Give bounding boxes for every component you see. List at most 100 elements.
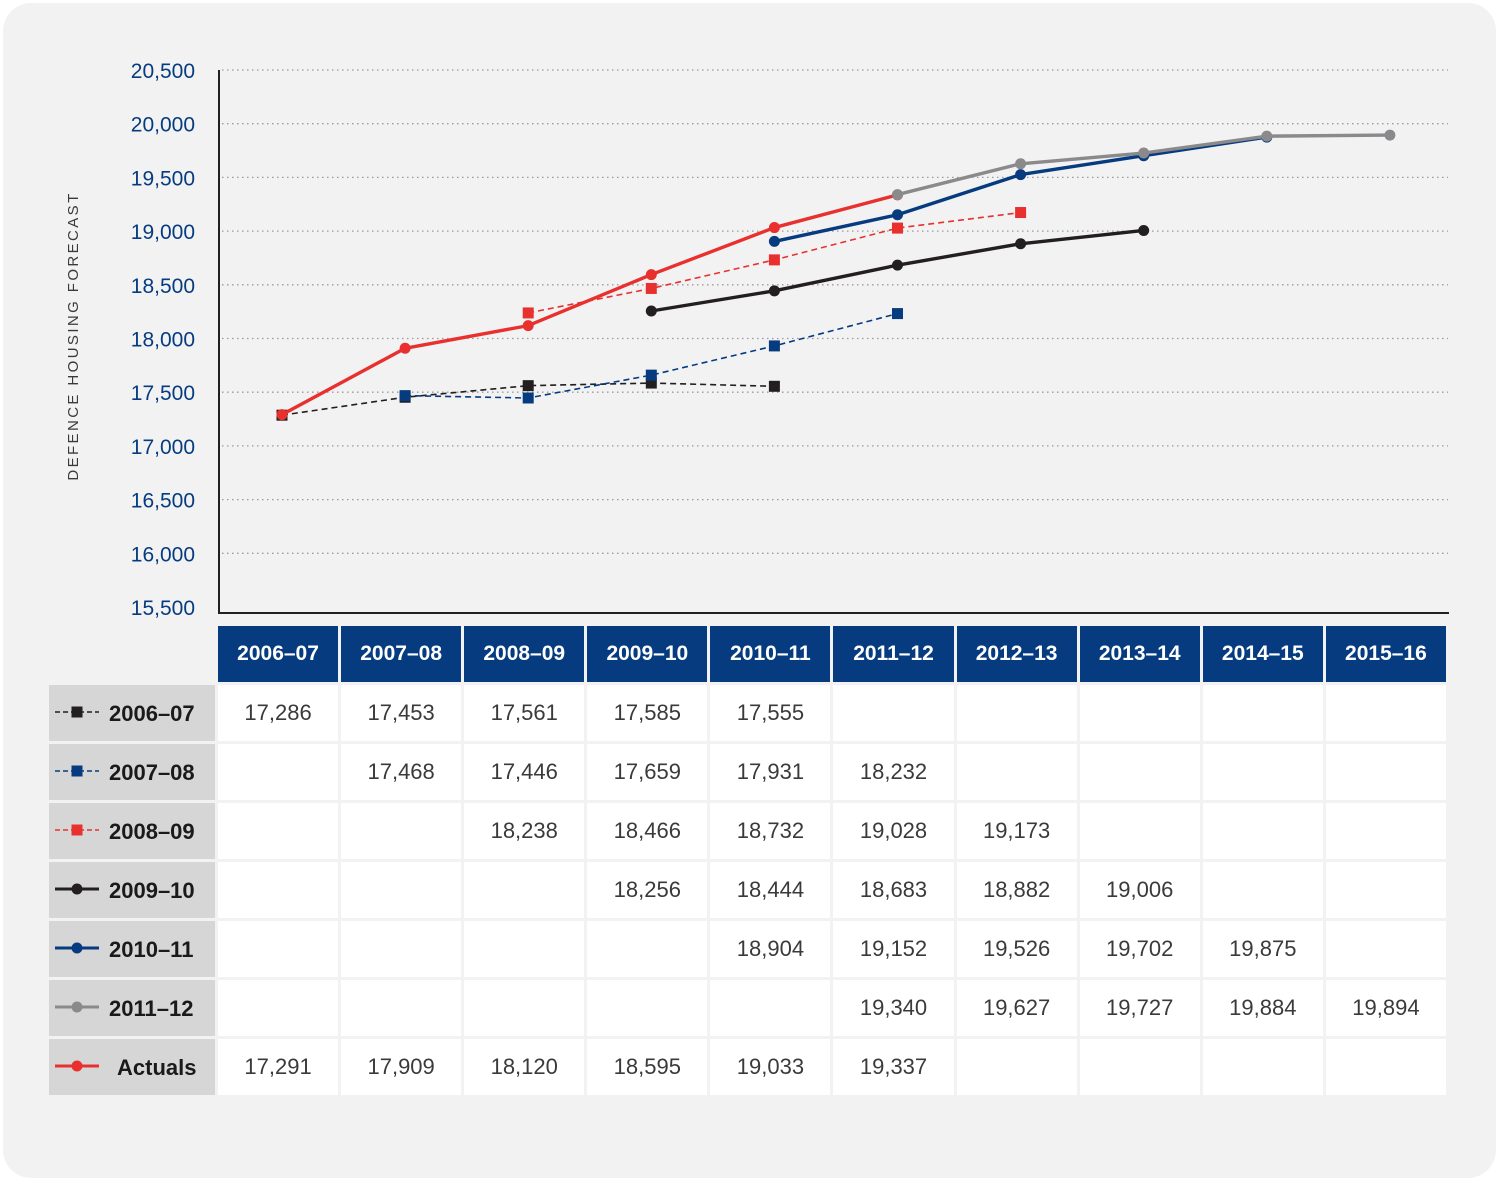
row-header: 2011–12: [49, 980, 215, 1036]
legend-swatch: [55, 1060, 99, 1072]
table-cell: [956, 685, 1077, 741]
data-point: [522, 392, 534, 404]
table-cell: [1202, 1039, 1323, 1095]
series-line: [897, 133, 1390, 197]
table-cell: [1202, 862, 1323, 918]
table-cell: 18,595: [587, 1039, 708, 1095]
data-point: [522, 320, 534, 332]
table-cell: 19,702: [1079, 921, 1200, 977]
column-header: 2008–09: [464, 626, 585, 682]
legend-swatch: [55, 942, 99, 954]
data-point: [892, 308, 903, 320]
table-header-row: 2006–07 2007–08 2008–09 2009–10 2010–11 2011–…: [49, 626, 1446, 682]
table-cell: 18,466: [587, 803, 708, 859]
y-tick-labels: 15,500 16,000 16,500 17,000 17,500 18,000 18,5…: [131, 60, 195, 620]
table-cell: 19,894: [1325, 980, 1446, 1036]
data-point: [1015, 158, 1027, 170]
y-tick-label: 16,000: [131, 543, 195, 566]
y-tick-label: 18,000: [131, 329, 195, 352]
series-2007-08: [399, 308, 903, 404]
table-cell: [1079, 1039, 1200, 1095]
table-cell: 19,028: [833, 803, 954, 859]
table-cell: [587, 980, 708, 1036]
table-cell: [587, 921, 708, 977]
table-cell: [710, 980, 831, 1036]
table-cell: 17,585: [587, 685, 708, 741]
table-cell: [218, 921, 339, 977]
table-cell: [1202, 685, 1323, 741]
legend-swatch: [55, 883, 99, 895]
table-cell: [956, 744, 1077, 800]
data-point: [645, 377, 657, 389]
line-chart: DEFENCE HOUSING FORECAST 15,500 16,000 16,…: [65, 60, 1449, 620]
table-cell: [1325, 1039, 1446, 1095]
table-cell: 18,882: [956, 862, 1077, 918]
data-point: [892, 259, 903, 271]
table-cell: 19,884: [1202, 980, 1323, 1036]
data-point: [768, 254, 780, 266]
table-cell: [1079, 803, 1200, 859]
table-cell: [341, 862, 462, 918]
series-line: [281, 382, 775, 416]
column-header: 2006–07: [218, 626, 339, 682]
data-point: [522, 380, 534, 392]
table-cell: 19,173: [956, 803, 1077, 859]
table-cell: 18,683: [833, 862, 954, 918]
table-cell: 17,561: [464, 685, 585, 741]
table-cell: [1202, 803, 1323, 859]
table-row: 2011–12 19,340 19,627 19,727 19,884 19,894: [49, 980, 1446, 1036]
table-cell: [341, 803, 462, 859]
table-cell: 18,238: [464, 803, 585, 859]
row-header: 2007–08: [49, 744, 215, 800]
data-point: [645, 369, 657, 381]
data-point: [1261, 130, 1273, 142]
table-cell: 18,904: [710, 921, 831, 977]
y-tick-label: 18,500: [131, 275, 195, 298]
data-point: [645, 269, 657, 281]
data-point: [892, 222, 903, 234]
row-header: 2008–09: [49, 803, 215, 859]
table-cell: 19,337: [833, 1039, 954, 1095]
column-header: 2011–12: [833, 626, 954, 682]
table-row: 2008–09 18,238 18,466 18,732 19,028 19,173: [49, 803, 1446, 859]
table-corner: [49, 626, 215, 682]
y-tick-label: 20,000: [131, 114, 195, 137]
table-cell: 19,727: [1079, 980, 1200, 1036]
series-2009-10: [645, 224, 1150, 317]
column-header: 2012–13: [956, 626, 1077, 682]
table-cell: [833, 685, 954, 741]
row-label: 2008–09: [109, 819, 195, 844]
table-cell: [218, 744, 339, 800]
data-point: [892, 189, 903, 201]
data-point: [276, 409, 288, 421]
table-row: Actuals 17,291 17,909 18,120 18,595 19,033 19,…: [49, 1039, 1446, 1095]
table-cell: 18,120: [464, 1039, 585, 1095]
y-tick-label: 17,500: [131, 382, 195, 405]
row-header: 2009–10: [49, 862, 215, 918]
column-header: 2009–10: [587, 626, 708, 682]
row-header: Actuals: [49, 1039, 215, 1095]
table-cell: 18,232: [833, 744, 954, 800]
row-header: 2006–07: [49, 685, 215, 741]
table-cell: [1079, 685, 1200, 741]
data-point: [768, 222, 780, 234]
data-point: [1138, 224, 1150, 236]
legend-swatch: [55, 706, 99, 718]
table-cell: 19,627: [956, 980, 1077, 1036]
row-label: 2010–11: [109, 937, 194, 962]
legend-swatch: [55, 1001, 99, 1013]
table-cell: 17,453: [341, 685, 462, 741]
legend-swatch: [55, 824, 99, 836]
y-tick-label: 20,500: [131, 60, 195, 83]
column-header: 2010–11: [710, 626, 831, 682]
table-row: 2009–10 18,256 18,444 18,683 18,882 19,006: [49, 862, 1446, 918]
data-point: [645, 282, 657, 294]
row-label: 2007–08: [109, 760, 195, 785]
table-row: 2010–11 18,904 19,152 19,526 19,702 19,875: [49, 921, 1446, 977]
table-cell: 17,931: [710, 744, 831, 800]
table-cell: [464, 921, 585, 977]
column-header: 2007–08: [341, 626, 462, 682]
data-point: [768, 285, 780, 297]
data-point: [892, 209, 903, 221]
row-label: 2006–07: [109, 701, 195, 726]
